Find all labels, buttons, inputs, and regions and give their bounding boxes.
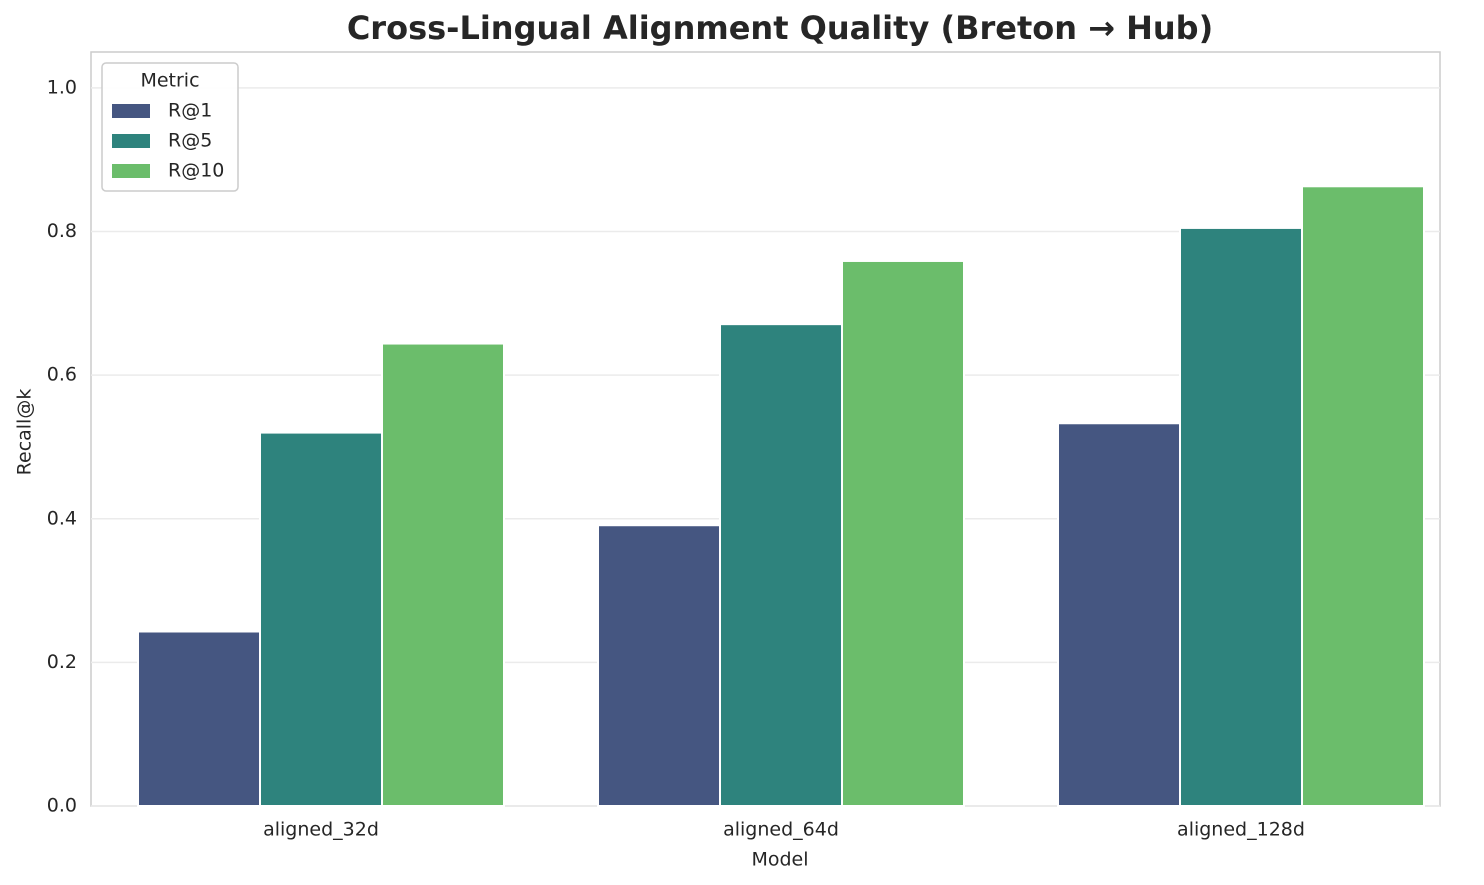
bar — [137, 630, 261, 808]
y-tick-label: 0.4 — [47, 507, 77, 529]
bar — [1301, 185, 1425, 807]
y-tick-label: 1.0 — [47, 76, 77, 98]
legend-swatch — [112, 134, 150, 148]
bar — [597, 524, 721, 807]
legend-swatch — [112, 104, 150, 118]
bar — [841, 259, 965, 808]
bar — [381, 342, 505, 807]
legend-label: R@1 — [168, 100, 212, 122]
y-tick-label: 0.6 — [47, 364, 77, 386]
bar — [719, 323, 843, 807]
legend-title: Metric — [140, 70, 199, 92]
y-tick-label: 0.2 — [47, 651, 77, 673]
bar — [1057, 422, 1181, 807]
legend-swatch — [112, 164, 150, 178]
legend-label: R@10 — [168, 160, 224, 182]
bar — [1179, 226, 1303, 807]
x-tick-label: aligned_32d — [263, 819, 379, 841]
x-tick-label: aligned_64d — [723, 819, 839, 841]
x-tick-label: aligned_128d — [1177, 819, 1305, 841]
y-tick-label: 0.8 — [47, 220, 77, 242]
y-axis-label: Recall@k — [14, 389, 36, 476]
x-axis-label: Model — [751, 849, 808, 871]
y-tick-label: 0.0 — [47, 795, 77, 817]
legend-label: R@5 — [168, 130, 212, 152]
legend-box — [101, 62, 239, 192]
bar — [259, 431, 383, 807]
chart-title: Cross-Lingual Alignment Quality (Breton … — [347, 9, 1213, 47]
